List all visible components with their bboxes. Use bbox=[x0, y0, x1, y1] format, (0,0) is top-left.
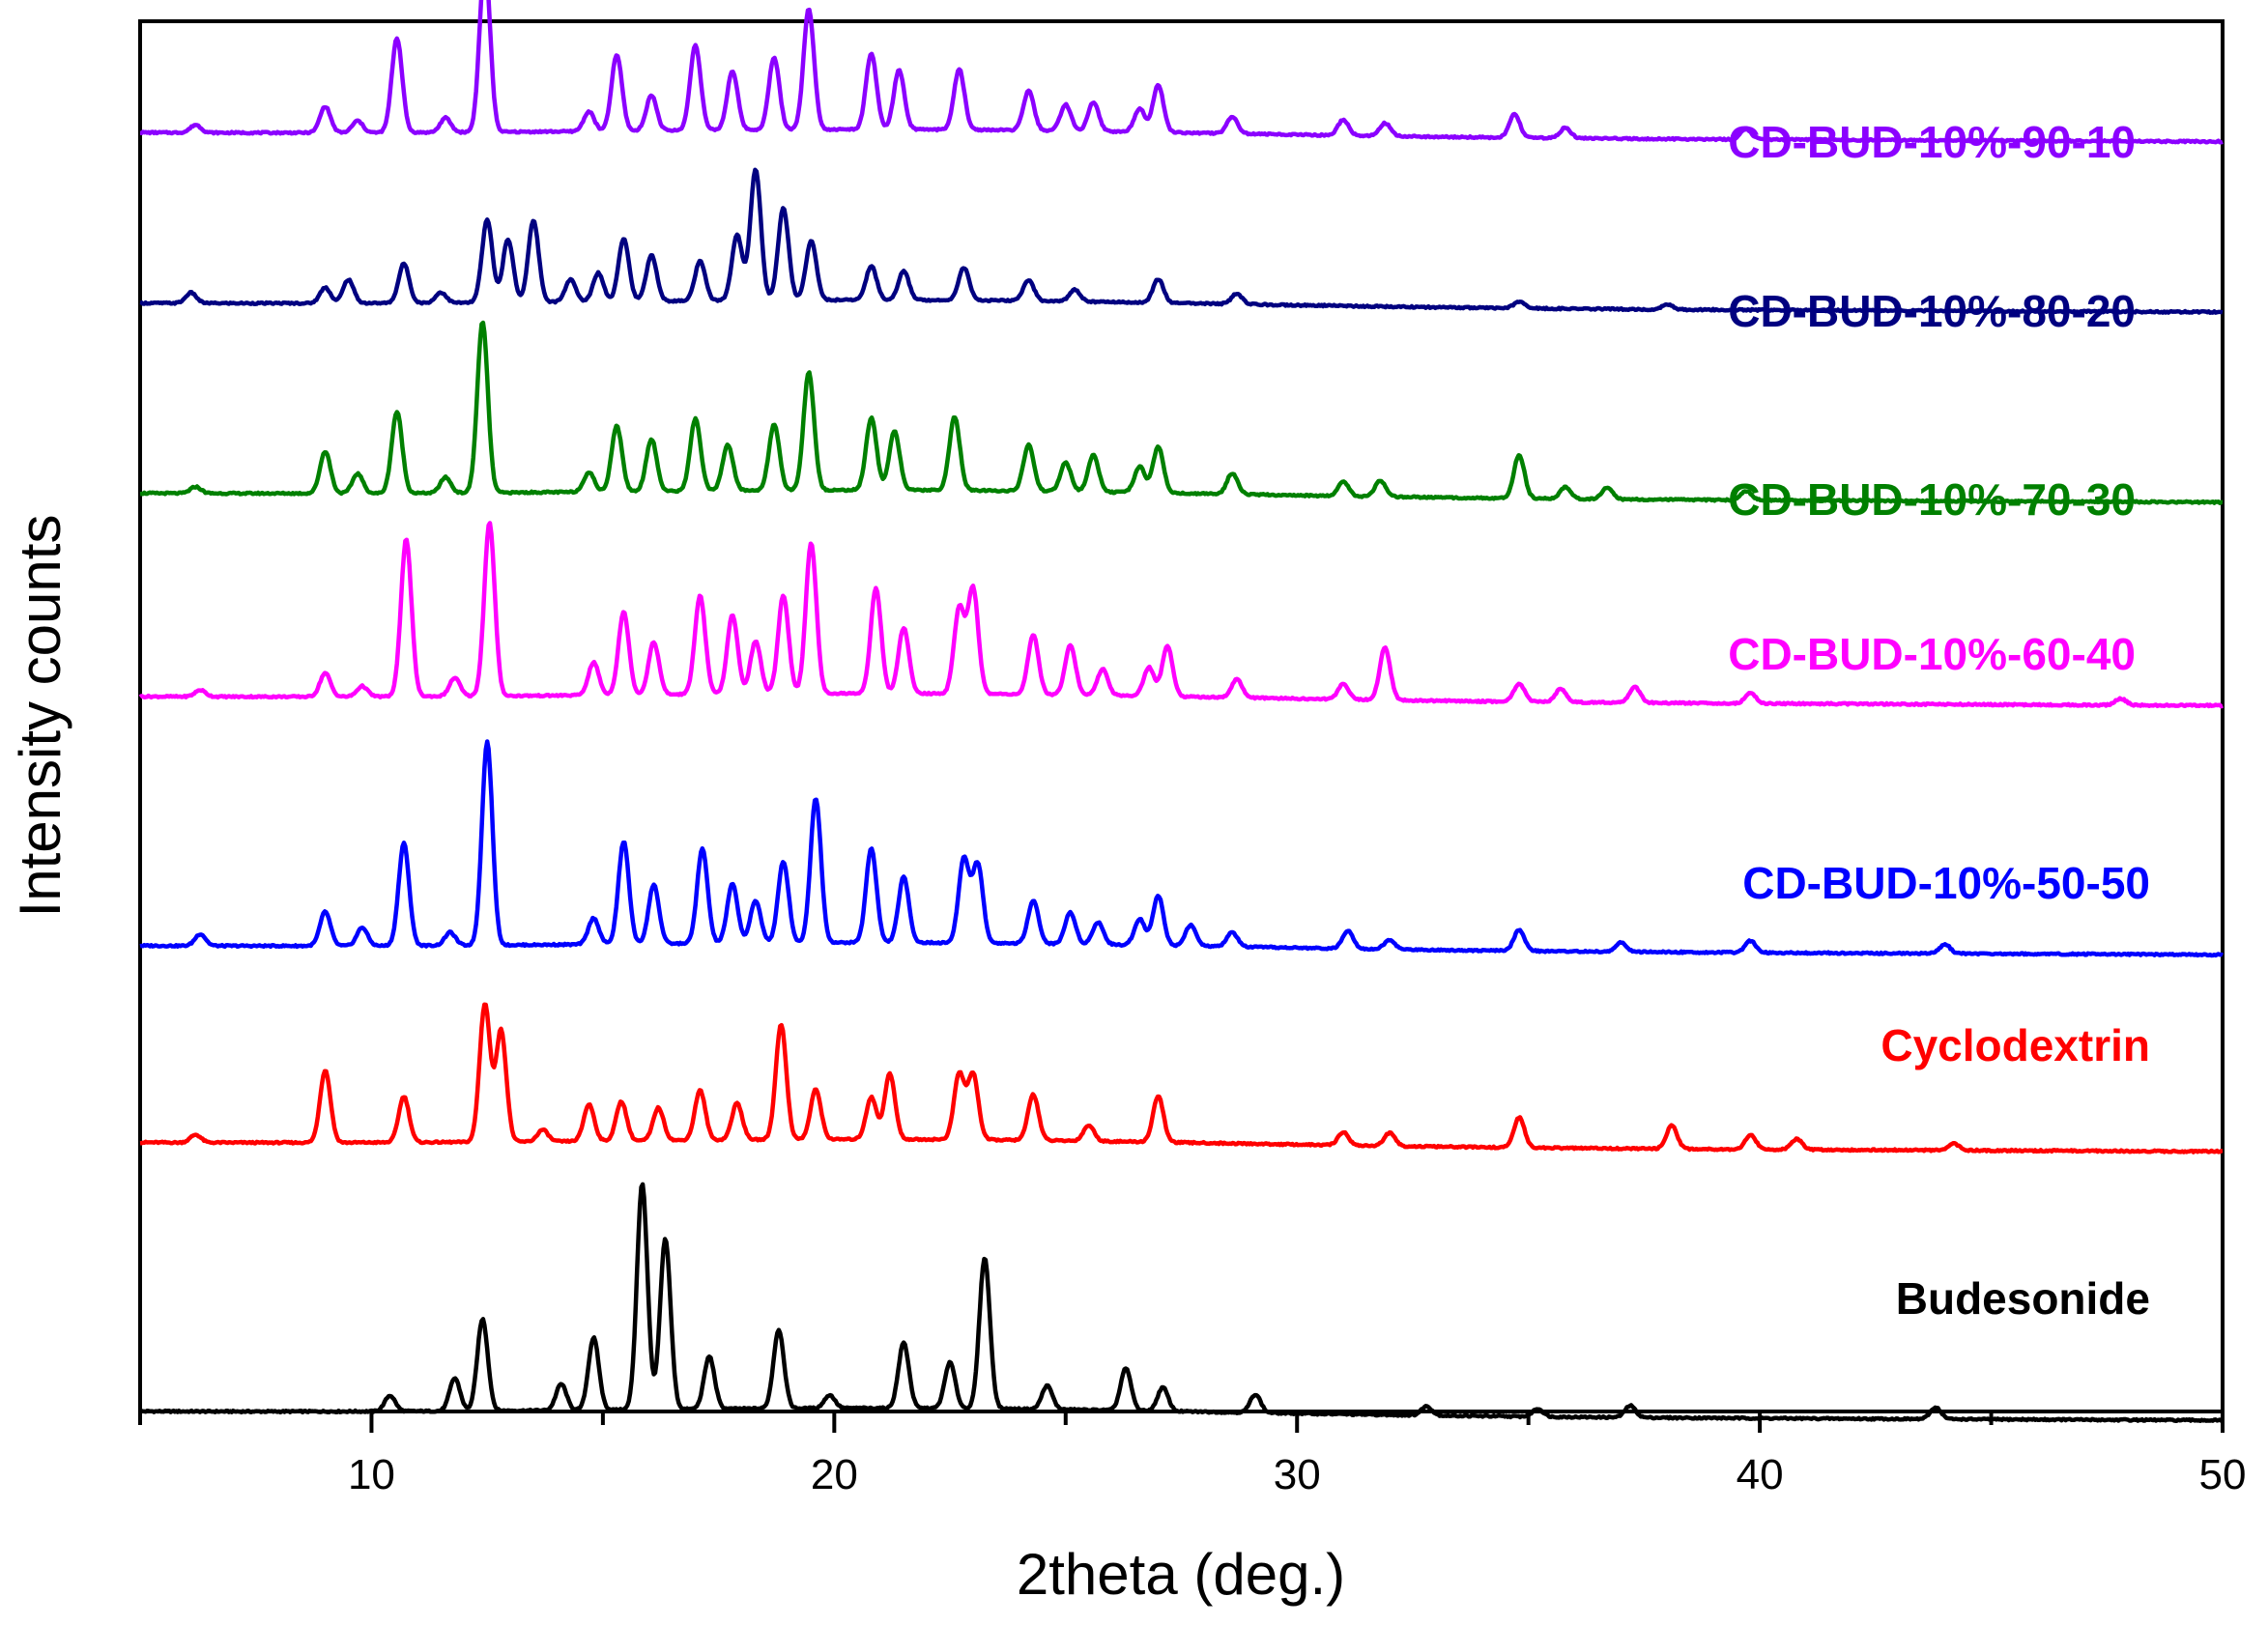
plot-frame bbox=[138, 19, 2225, 1413]
series-label: CD-BUD-10%-60-40 bbox=[1728, 629, 2136, 679]
x-tick-label: 10 bbox=[348, 1451, 395, 1498]
y-axis-title: Intensity counts bbox=[8, 515, 72, 918]
x-tick-label: 50 bbox=[2199, 1451, 2247, 1498]
x-tick-label: 20 bbox=[811, 1451, 858, 1498]
series-line-cd-bud-10-80-20 bbox=[139, 167, 2224, 315]
x-axis-ticks: 10 20 30 40 50 bbox=[138, 1411, 2247, 1498]
x-axis-title: 2theta (deg.) bbox=[1017, 1542, 1345, 1607]
series-label: Cyclodextrin bbox=[1880, 1020, 2150, 1070]
series-line-cyclodextrin bbox=[139, 1002, 2224, 1155]
series-label: Budesonide bbox=[1896, 1273, 2150, 1324]
series-label: CD-BUD-10%-70-30 bbox=[1728, 474, 2136, 525]
series-line-cd-bud-10-90-10 bbox=[139, 0, 2224, 145]
series-label: CD-BUD-10%-50-50 bbox=[1742, 858, 2150, 908]
series-line-cd-bud-10-70-30 bbox=[139, 320, 2224, 505]
series-line-cd-bud-10-50-50 bbox=[139, 739, 2225, 958]
series-line-cd-bud-10-60-40 bbox=[138, 521, 2225, 709]
x-tick-label: 30 bbox=[1274, 1451, 1321, 1498]
series-label: CD-BUD-10%-90-10 bbox=[1728, 117, 2136, 167]
series-labels: Budesonide Cyclodextrin CD-BUD-10%-50-50 CD… bbox=[1728, 117, 2150, 1324]
series-label: CD-BUD-10%-80-20 bbox=[1728, 286, 2136, 336]
series-line-budesonide bbox=[138, 1182, 2225, 1423]
x-tick-label: 40 bbox=[1737, 1451, 1784, 1498]
series-layer bbox=[138, 0, 2225, 1423]
